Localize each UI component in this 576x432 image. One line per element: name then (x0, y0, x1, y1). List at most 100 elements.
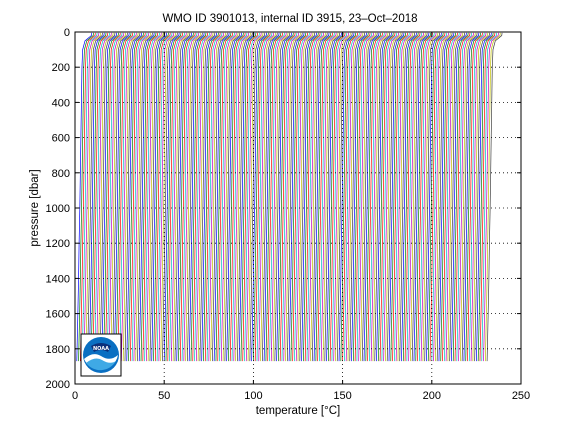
profile-line (236, 32, 253, 362)
profile-line (240, 32, 257, 362)
y-tick-label: 200 (52, 62, 70, 74)
profile-line (386, 32, 403, 362)
x-tick-label: 0 (72, 390, 78, 402)
profile-line (399, 32, 416, 362)
profile-line (397, 32, 414, 362)
profile-line (104, 32, 121, 362)
profile-line (349, 32, 366, 362)
profile-line (217, 32, 234, 362)
profile-line (267, 32, 284, 362)
x-tick-label: 50 (158, 390, 170, 402)
profile-line (377, 32, 394, 362)
x-axis-label: temperature [°C] (256, 405, 341, 417)
profile-line (213, 32, 230, 362)
profile-line (440, 32, 457, 362)
profile-line (383, 32, 399, 362)
profile-line (247, 32, 264, 362)
profile-line (411, 32, 428, 362)
profile-line (119, 32, 135, 362)
grid-layer (75, 32, 521, 384)
profile-line (226, 32, 242, 362)
profile-line (320, 32, 337, 362)
profile-line (197, 32, 214, 362)
profile-line (352, 32, 369, 362)
profile-line (199, 32, 216, 362)
profile-line (484, 32, 501, 362)
profile-line (331, 32, 348, 362)
y-tick-label: 0 (64, 27, 70, 39)
profile-line (153, 32, 169, 362)
profile-line (167, 32, 184, 362)
profile-line (154, 32, 171, 362)
profile-line (101, 32, 118, 362)
profile-line (142, 32, 159, 362)
profile-line (112, 32, 128, 362)
profile-line (370, 32, 387, 362)
profile-line (451, 32, 467, 362)
profile-line (372, 32, 389, 362)
profile-line (165, 32, 182, 362)
profile-line (374, 32, 391, 362)
y-tick-label: 2000 (46, 379, 70, 391)
profile-line (369, 32, 385, 362)
profile-line (344, 32, 360, 362)
profile-line (144, 32, 160, 362)
profile-line (99, 32, 116, 362)
profile-line (406, 32, 423, 362)
x-tick-label: 250 (512, 390, 530, 402)
profile-line (285, 32, 301, 362)
y-tick-label: 1800 (46, 344, 70, 356)
profile-line (445, 32, 462, 362)
profile-line (265, 32, 282, 362)
profile-line (413, 32, 430, 362)
profile-line (340, 32, 357, 362)
profile-line (303, 32, 319, 362)
profile-line (306, 32, 323, 362)
profile-line (301, 32, 317, 362)
profile-line (190, 32, 207, 362)
profile-line (476, 32, 492, 362)
profile-line (238, 32, 255, 362)
profile-line (183, 32, 200, 362)
profile-line (365, 32, 382, 362)
profile-line (147, 32, 164, 362)
profile-line (103, 32, 119, 362)
profile-line (128, 32, 144, 362)
profile-line (326, 32, 342, 362)
profile-line (235, 32, 251, 362)
profile-line (113, 32, 130, 362)
profile-line (392, 32, 408, 362)
profile-line (315, 32, 332, 362)
profile-line (249, 32, 266, 362)
profile-line (138, 32, 155, 362)
chart-title: WMO ID 3901013, internal ID 3915, 23–Oct… (162, 13, 417, 25)
svg-text:NOAA: NOAA (93, 346, 109, 352)
profile-line (270, 32, 287, 362)
y-tick-label: 400 (52, 97, 70, 109)
profile-line (468, 32, 485, 362)
profile-line (187, 32, 203, 362)
profile-line (96, 32, 112, 362)
profile-line (347, 32, 364, 362)
profile-line (463, 32, 480, 362)
profile-line (81, 32, 98, 362)
profile-line (253, 32, 269, 362)
profile-line (299, 32, 316, 362)
profile-line (427, 32, 444, 362)
profile-line (310, 32, 326, 362)
profile-line (92, 32, 109, 362)
profile-line (388, 32, 405, 362)
profile-line (178, 32, 194, 362)
profile-line (381, 32, 398, 362)
profile-line (415, 32, 432, 362)
profile-line (135, 32, 151, 362)
profile-line (360, 32, 376, 362)
profile-line (83, 32, 100, 362)
profile-line (156, 32, 173, 362)
profile-line (390, 32, 407, 362)
profile-line (283, 32, 300, 362)
profile-line (254, 32, 271, 362)
profile-line (422, 32, 439, 362)
profile-line (179, 32, 196, 362)
profile-line (172, 32, 189, 362)
